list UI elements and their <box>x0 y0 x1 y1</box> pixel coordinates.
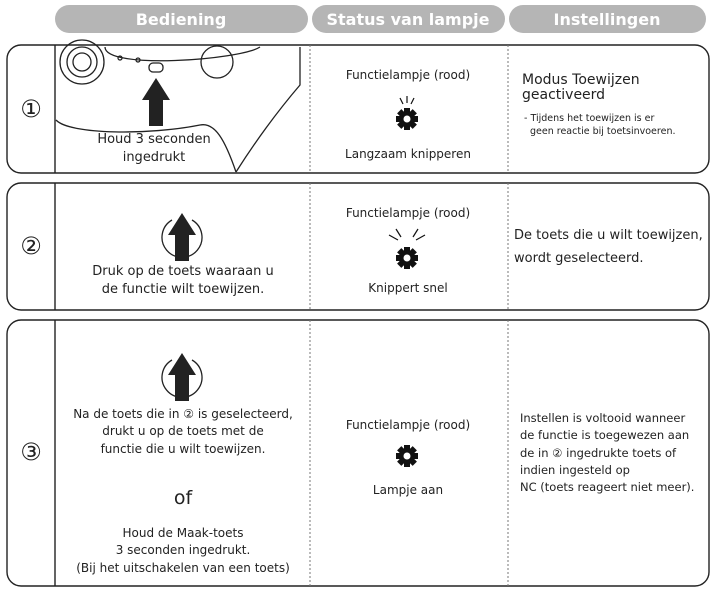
line: NC (toets reageert niet meer). <box>520 480 695 494</box>
line: Houd de Maak-toets <box>122 526 244 540</box>
column-header: Status van lampje <box>326 10 490 29</box>
lamp-status: Knippert snel <box>368 281 448 295</box>
setting: Instellen is voltooid wanneer de functie … <box>520 410 694 496</box>
setting-note: - Tijdens het toewijzen is er geen reacti… <box>524 113 675 139</box>
step-number: ② <box>20 232 42 260</box>
line: De toets die u wilt toewijzen, <box>514 228 703 243</box>
step-number: ① <box>20 95 42 123</box>
lamp-label: Functielampje (rood) <box>345 206 471 220</box>
line: 3 seconden ingedrukt. <box>115 543 251 558</box>
line: Houd 3 seconden <box>97 132 211 147</box>
line: (Bij het uitschakelen van een toets) <box>76 560 290 575</box>
line: Druk op de toets waaraan u <box>92 264 274 279</box>
alternative: Houd de Maak-toets 3 seconden ingedrukt. (… <box>76 525 290 577</box>
operation: Druk op de toets waaraan u de functie wil… <box>92 263 273 298</box>
line: - Tijdens het toewijzen is er <box>524 113 655 124</box>
operation: Houd 3 seconden ingedrukt <box>97 131 210 166</box>
lamp-label: Functielampje (rood) <box>345 68 471 82</box>
line: indien ingesteld op <box>520 462 630 477</box>
line: wordt geselecteerd. <box>514 250 644 266</box>
line: Instellen is voltooid wanneer <box>520 411 686 425</box>
line: drukt u op de toets met de <box>102 424 264 439</box>
line: de functie is toegewezen aan <box>520 428 690 443</box>
line: functie die u wilt toewijzen. <box>100 441 266 456</box>
or-label: of <box>173 487 193 509</box>
column-header: Instellingen <box>553 10 661 29</box>
column-header: Bediening <box>135 10 227 29</box>
line: de in ② ingedrukte toets of <box>520 445 677 460</box>
line: Na de toets die in ② is geselecteerd, <box>73 407 293 421</box>
setting: De toets die u wilt toewijzen, wordt gese… <box>514 225 703 271</box>
operation: Na de toets die in ② is geselecteerd, dru… <box>73 406 293 458</box>
line: Modus Toewijzen <box>522 72 640 88</box>
step-number: ③ <box>20 438 42 466</box>
lamp-status: Langzaam knipperen <box>345 147 471 161</box>
line: geactiveerd <box>522 86 606 103</box>
lamp-status: Lampje aan <box>372 483 444 497</box>
line: ingedrukt <box>122 149 186 165</box>
lamp-label: Functielampje (rood) <box>345 418 471 432</box>
line: geen reactie bij toetsinvoeren. <box>530 125 676 137</box>
setting-title: Modus Toewijzen geactiveerd <box>522 73 640 102</box>
line: de functie wilt toewijzen. <box>101 281 265 297</box>
